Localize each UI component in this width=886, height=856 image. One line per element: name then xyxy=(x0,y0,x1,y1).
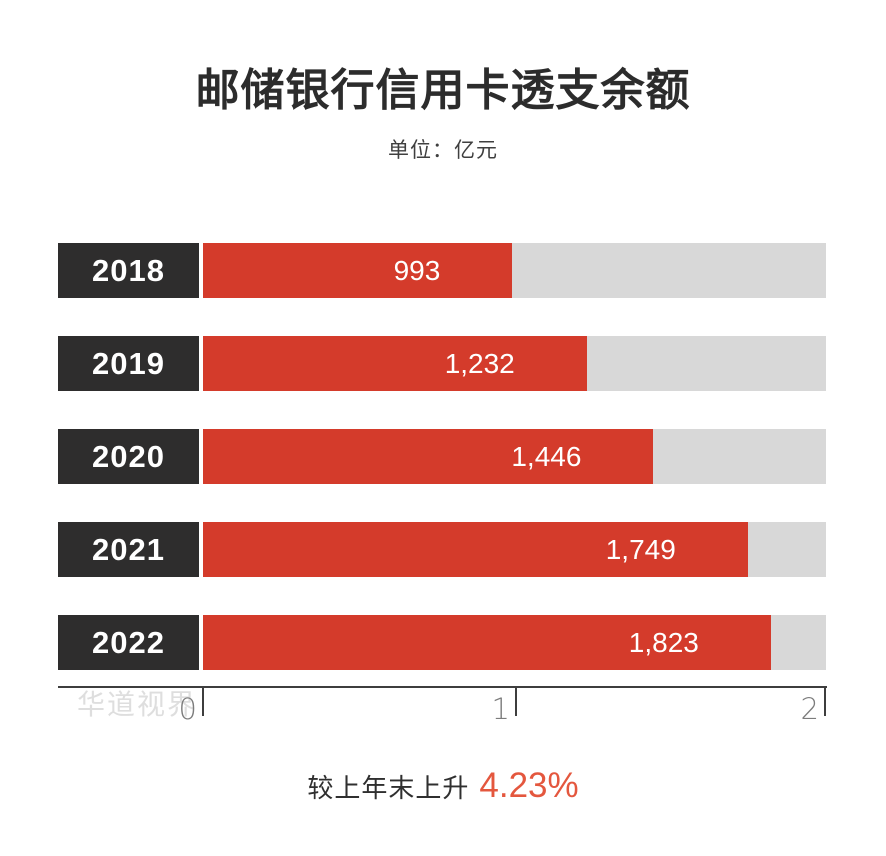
bar-2022: 1,823 xyxy=(203,615,771,670)
footer-growth-value: 4.23% xyxy=(479,766,579,805)
bar-value-2018: 993 xyxy=(393,255,441,286)
footer-text: 较上年末上升 xyxy=(307,773,470,803)
chart-unit-note: 单位：亿元 xyxy=(388,139,498,162)
x-axis-tick xyxy=(202,686,204,716)
x-axis-tick-label-1: 1 xyxy=(491,692,510,726)
bar-2018: 993 xyxy=(203,243,513,298)
x-axis-tick-label-2: 2 xyxy=(800,692,819,726)
category-label-2021: 2021 xyxy=(58,522,199,577)
bar-2021: 1,749 xyxy=(203,522,748,577)
bar-row-2019: 2019 1,232 xyxy=(58,336,827,391)
bar-2020: 1,446 xyxy=(203,429,654,484)
bar-row-2020: 2020 1,446 xyxy=(58,429,827,484)
category-label-2022: 2022 xyxy=(58,615,199,670)
x-axis-tick-label-0: 0 xyxy=(178,692,197,726)
bar-row-2021: 2021 1,749 xyxy=(58,522,827,577)
bar-value-2019: 1,232 xyxy=(444,348,515,379)
bar-track: 1,446 xyxy=(203,429,826,484)
bar-value-2022: 1,823 xyxy=(628,627,699,658)
bar-track: 993 xyxy=(203,243,826,298)
category-label-2019: 2019 xyxy=(58,336,199,391)
bar-value-2021: 1,749 xyxy=(605,534,676,565)
footer-summary: 较上年末上升 4.23% xyxy=(0,766,886,806)
category-label-2018: 2018 xyxy=(58,243,199,298)
bar-track: 1,749 xyxy=(203,522,826,577)
bar-track: 1,232 xyxy=(203,336,826,391)
x-axis-tick xyxy=(824,686,826,716)
category-label-2020: 2020 xyxy=(58,429,199,484)
x-axis-tick xyxy=(515,686,517,716)
chart-title: 邮储银行信用卡透支余额 xyxy=(195,66,691,115)
x-axis-line xyxy=(58,686,827,688)
bar-value-2020: 1,446 xyxy=(511,441,582,472)
bar-chart: 2018 993 2019 1,232 2020 1,446 xyxy=(58,243,827,733)
bar-2019: 1,232 xyxy=(203,336,587,391)
bar-row-2018: 2018 993 xyxy=(58,243,827,298)
bar-track: 1,823 xyxy=(203,615,826,670)
bar-row-2022: 2022 1,823 xyxy=(58,615,827,670)
watermark: 华道视界 xyxy=(77,689,198,720)
